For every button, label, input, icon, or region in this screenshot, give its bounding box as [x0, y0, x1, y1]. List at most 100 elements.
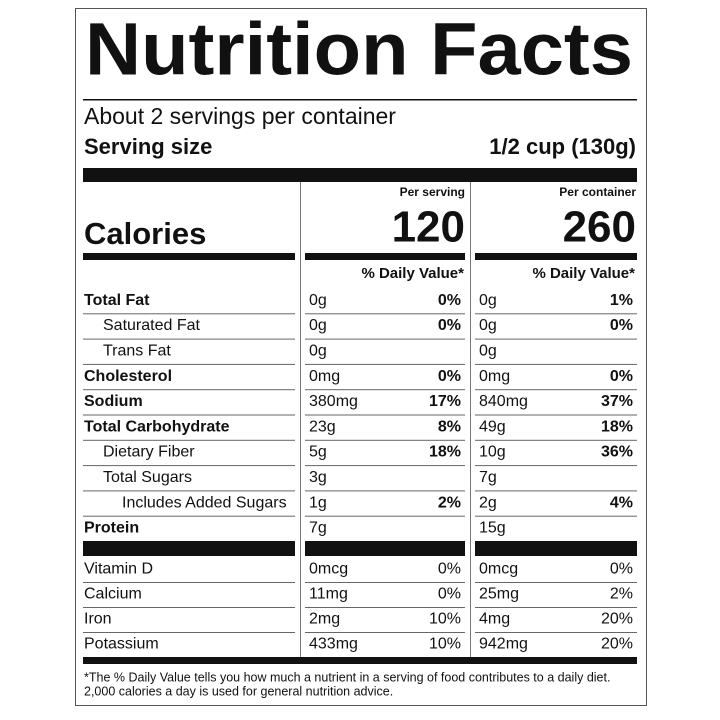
row-rule: [475, 338, 637, 340]
daily-value: 0%: [610, 561, 633, 578]
nutrient-name: Saturated Fat: [103, 317, 201, 334]
amount: 7g: [479, 469, 497, 486]
daily-value: 0%: [438, 317, 461, 334]
daily-value: 0%: [438, 561, 461, 578]
rule: [83, 99, 637, 101]
thick-bar: [83, 168, 637, 182]
row-rule: [83, 439, 295, 441]
nutrient-name: Trans Fat: [103, 342, 171, 359]
serving-size-label: Serving size: [84, 134, 212, 159]
daily-value: 4%: [610, 494, 633, 511]
daily-value: 17%: [429, 393, 461, 410]
row-rule: [475, 515, 637, 517]
daily-value: 20%: [601, 611, 633, 628]
amount: 15g: [479, 520, 506, 537]
amount: 23g: [309, 418, 336, 435]
row-rule: [475, 632, 637, 633]
row-rule: [83, 515, 295, 517]
row-rule: [305, 632, 465, 633]
row-rule: [475, 465, 637, 467]
amount: 1g: [309, 494, 327, 511]
nutrient-name: Protein: [84, 520, 139, 537]
row-rule: [475, 389, 637, 391]
thick-bar: [475, 541, 637, 556]
nutrient-name: Total Sugars: [103, 469, 192, 486]
amount: 7g: [309, 520, 327, 537]
amount: 3g: [309, 469, 327, 486]
footnote: 2,000 calories a day is used for general…: [84, 684, 393, 698]
nutrient-name: Includes Added Sugars: [122, 494, 287, 511]
amount: 0g: [309, 342, 327, 359]
nutrient-name: Sodium: [84, 393, 143, 410]
amount: 25mg: [479, 586, 519, 603]
daily-value: 0%: [610, 368, 633, 385]
daily-value: 2%: [438, 494, 461, 511]
row-rule: [475, 607, 637, 608]
row-rule: [305, 338, 465, 340]
amount: 0mcg: [479, 561, 518, 578]
nutrient-name: Iron: [84, 611, 112, 628]
calories-label: Calories: [84, 216, 206, 251]
row-rule: [83, 363, 295, 365]
daily-value: 2%: [610, 586, 633, 603]
amount: 840mg: [479, 393, 528, 410]
daily-value: 0%: [438, 368, 461, 385]
daily-value: 8%: [438, 418, 461, 435]
label-border: [75, 8, 647, 706]
nutrient-name: Dietary Fiber: [103, 444, 195, 461]
amount: 0mg: [479, 368, 510, 385]
calories-value: 120: [392, 203, 465, 252]
row-rule: [305, 582, 465, 583]
row-rule: [305, 465, 465, 467]
medium-bar: [305, 253, 465, 260]
thick-bar: [305, 541, 465, 556]
serving-size-value: 1/2 cup (130g): [489, 134, 636, 159]
amount: 0g: [309, 292, 327, 309]
medium-bar: [83, 253, 295, 260]
row-rule: [305, 439, 465, 441]
daily-value: 37%: [601, 393, 633, 410]
amount: 380mg: [309, 393, 358, 410]
daily-value: 36%: [601, 444, 633, 461]
amount: 0mcg: [309, 561, 348, 578]
row-rule: [475, 439, 637, 441]
amount: 2mg: [309, 611, 340, 628]
nutrient-name: Total Fat: [84, 292, 150, 309]
servings: About 2 servings per container: [84, 103, 396, 129]
row-rule: [305, 414, 465, 416]
column-header: Per serving: [400, 185, 465, 199]
row-rule: [475, 582, 637, 583]
daily-value: 18%: [601, 418, 633, 435]
thick-bar: [83, 657, 637, 664]
nutrient-name: Potassium: [84, 636, 159, 653]
dv-header: % Daily Value*: [532, 265, 635, 282]
amount: 10g: [479, 444, 506, 461]
amount: 0g: [479, 292, 497, 309]
amount: 49g: [479, 418, 506, 435]
row-rule: [305, 313, 465, 315]
row-rule: [305, 490, 465, 492]
thick-bar: [83, 541, 295, 556]
row-rule: [475, 414, 637, 416]
row-rule: [305, 607, 465, 608]
amount: 2g: [479, 494, 497, 511]
column-header: Per container: [559, 185, 636, 199]
daily-value: 10%: [429, 611, 461, 628]
row-rule: [83, 313, 295, 315]
row-rule: [475, 490, 637, 492]
title: Nutrition Facts: [85, 8, 633, 91]
nutrient-name: Total Carbohydrate: [84, 418, 230, 435]
footnote: *The % Daily Value tells you how much a …: [84, 670, 610, 684]
nutrient-name: Cholesterol: [84, 368, 172, 385]
nutrient-name: Vitamin D: [84, 561, 153, 578]
daily-value: 0%: [610, 317, 633, 334]
row-rule: [83, 338, 295, 340]
daily-value: 1%: [610, 292, 633, 309]
daily-value: 0%: [438, 586, 461, 603]
column-divider: [470, 182, 471, 657]
amount: 942mg: [479, 636, 528, 653]
medium-bar: [475, 253, 637, 260]
amount: 433mg: [309, 636, 358, 653]
daily-value: 18%: [429, 444, 461, 461]
daily-value: 20%: [601, 636, 633, 653]
